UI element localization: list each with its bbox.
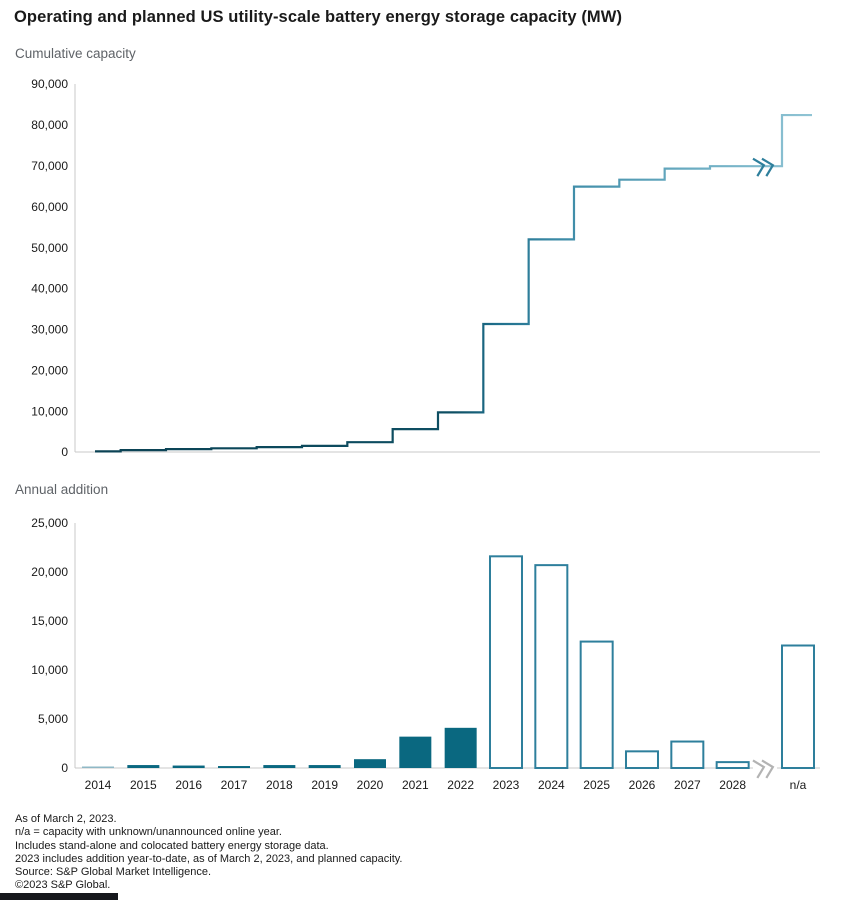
x-axis-tick-label: 2017 (221, 778, 248, 792)
y-axis-tick-label: 90,000 (31, 77, 68, 91)
y-axis-tick-label: 15,000 (31, 614, 68, 628)
cumulative-step-line (95, 113, 812, 453)
bar-2014 (82, 766, 114, 768)
footnote-line: Includes stand-alone and colocated batte… (15, 839, 329, 852)
x-axis-tick-label: n/a (790, 778, 807, 792)
annual-addition-chart-subtitle: Annual addition (15, 482, 109, 497)
y-axis-tick-label: 5,000 (38, 712, 68, 726)
brand-bar (0, 893, 118, 900)
bar-2016 (172, 765, 205, 768)
y-axis-tick-label: 0 (61, 761, 68, 775)
bar-na (781, 644, 815, 769)
y-axis-tick-label: 0 (61, 445, 68, 459)
bar-2028 (715, 761, 750, 769)
bar-2019 (308, 765, 341, 768)
y-axis-tick-label: 70,000 (31, 159, 68, 173)
x-axis-tick-label: 2022 (447, 778, 474, 792)
bar-2017 (217, 766, 250, 768)
cumulative-capacity-chart: 0 10,000 20,000 30,000 40,000 50,000 60,000 70,… (31, 77, 820, 459)
footnote-line: ©2023 S&P Global. (15, 879, 111, 892)
axis-break-icon (752, 157, 766, 177)
y-axis-tick-label: 10,000 (31, 663, 68, 677)
y-axis-tick-label: 30,000 (31, 323, 68, 337)
x-axis-tick-label: 2023 (493, 778, 520, 792)
x-axis-tick-label: 2015 (130, 778, 157, 792)
y-axis-tick-label: 25,000 (31, 516, 68, 530)
bar-2021 (399, 736, 432, 768)
footnote-line: Source: S&P Global Market Intelligence. (15, 866, 212, 879)
y-axis-tick-label: 80,000 (31, 118, 68, 132)
annual-addition-chart: 0 5,000 10,000 15,000 20,000 25,000 2014 2015 20… (31, 516, 820, 792)
page-title: Operating and planned US utility-scale b… (14, 8, 623, 26)
y-axis-tick-label: 60,000 (31, 200, 68, 214)
x-axis-tick-label: 2027 (674, 778, 701, 792)
axis-break-icon (761, 759, 775, 779)
axis-break-icon (761, 157, 775, 177)
axis-break-icon (752, 759, 766, 779)
x-axis-tick-label: 2028 (719, 778, 746, 792)
y-axis-tick-label: 20,000 (31, 363, 68, 377)
y-axis-tick-label: 50,000 (31, 241, 68, 255)
x-axis-tick-label: 2024 (538, 778, 565, 792)
bar-2015 (127, 765, 160, 768)
bar-2018 (263, 765, 296, 768)
bar-2025 (579, 640, 614, 769)
bar-2023 (488, 555, 523, 769)
bar-2020 (353, 759, 386, 768)
x-axis-tick-label: 2025 (583, 778, 610, 792)
x-axis-tick-label: 2014 (85, 778, 112, 792)
y-axis-tick-label: 20,000 (31, 565, 68, 579)
x-axis-tick-label: 2019 (311, 778, 338, 792)
footnote-line: 2023 includes addition year-to-date, as … (15, 852, 403, 865)
cumulative-chart-subtitle: Cumulative capacity (15, 46, 136, 61)
bar-2024 (534, 564, 569, 769)
bar-2027 (670, 740, 705, 769)
bar-2026 (624, 750, 659, 769)
x-axis-tick-label: 2016 (175, 778, 202, 792)
y-axis-tick-label: 40,000 (31, 282, 68, 296)
x-axis-tick-label: 2021 (402, 778, 429, 792)
x-axis-tick-label: 2018 (266, 778, 293, 792)
x-axis-tick-label: 2020 (357, 778, 384, 792)
y-axis-tick-label: 10,000 (31, 404, 68, 418)
bar-2022 (444, 727, 477, 768)
footnotes: As of March 2, 2023. n/a = capacity with… (15, 813, 403, 893)
x-axis-tick-label: 2026 (629, 778, 656, 792)
footnote-line: As of March 2, 2023. (15, 813, 117, 825)
footnote-line: n/a = capacity with unknown/unannounced … (15, 826, 282, 839)
